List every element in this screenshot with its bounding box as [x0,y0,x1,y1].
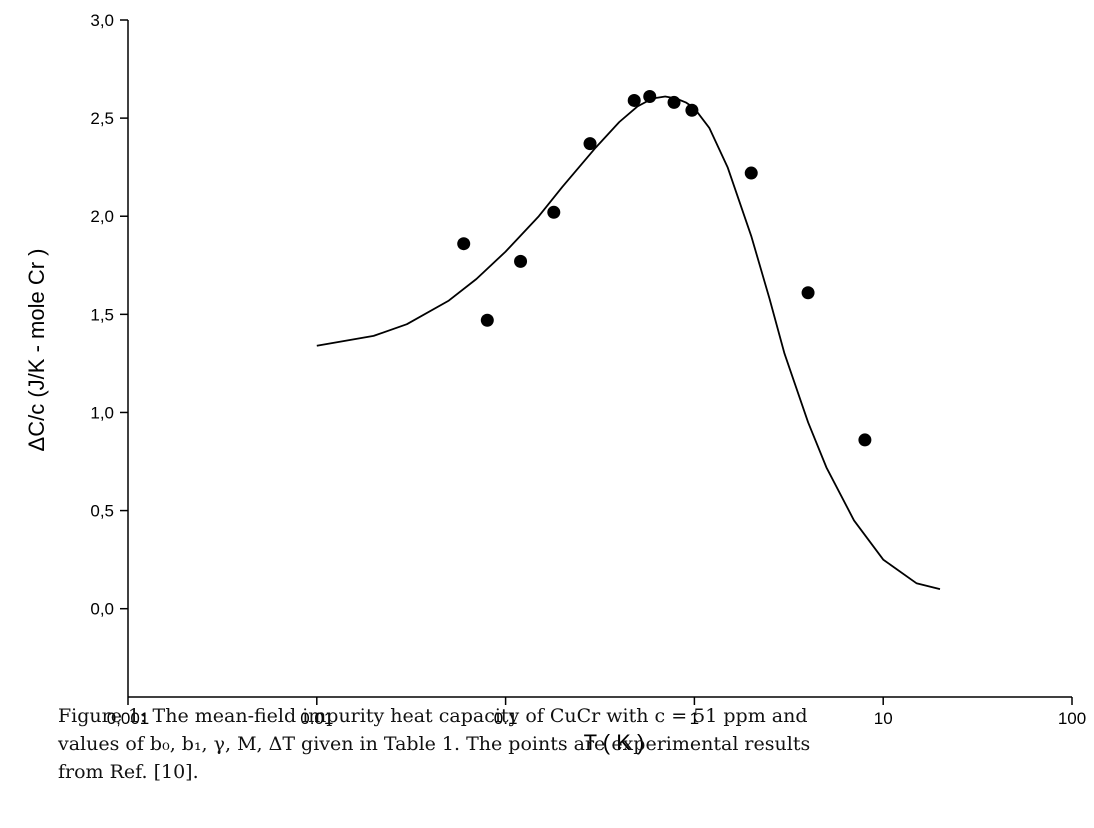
x-tick-label: 10 [874,709,893,728]
data-point [627,93,641,107]
y-tick-label: 1,0 [90,403,114,422]
data-marks [316,90,941,590]
x-tick-label: 100 [1058,709,1086,728]
x-tick-label: 1 [690,709,699,728]
caption-line: Figure 1: The mean-field impurity heat c… [58,705,808,727]
y-tick-label: 2,0 [90,207,114,226]
x-tick-label: 0.1 [494,709,518,728]
y-axis-title: ΔC/c (J/K - mole Cr ) [24,249,49,452]
data-point [547,205,561,219]
data-point [685,103,699,117]
caption-line: from Ref. [10]. [58,761,199,783]
fit-curve [316,95,941,590]
data-point [480,313,494,327]
x-axis-title: T ( K ) [584,730,645,755]
figure-caption: Figure 1: The mean-field impurity heat c… [58,702,1048,786]
data-point [457,237,471,251]
x-tick-label: 0,001 [107,709,150,728]
y-tick-label: 3,0 [90,11,114,30]
y-tick-label: 1,5 [90,305,114,324]
caption-line: values of b₀, b₁, γ, M, ΔT given in Tabl… [58,733,811,755]
y-tick-label: 0,0 [90,600,114,619]
data-point [744,166,758,180]
data-point [583,137,597,151]
data-point [858,433,872,447]
y-tick-label: 0,5 [90,502,114,521]
data-point [643,90,657,104]
data-point [801,286,815,300]
axes: 0,0 0,5 1,0 1,5 2,0 2,5 3,0 0,001 0.01 0.1 1 10 100 [90,11,1086,728]
data-point [514,254,528,268]
y-tick-label: 2,5 [90,109,114,128]
x-tick-label: 0.01 [300,709,333,728]
